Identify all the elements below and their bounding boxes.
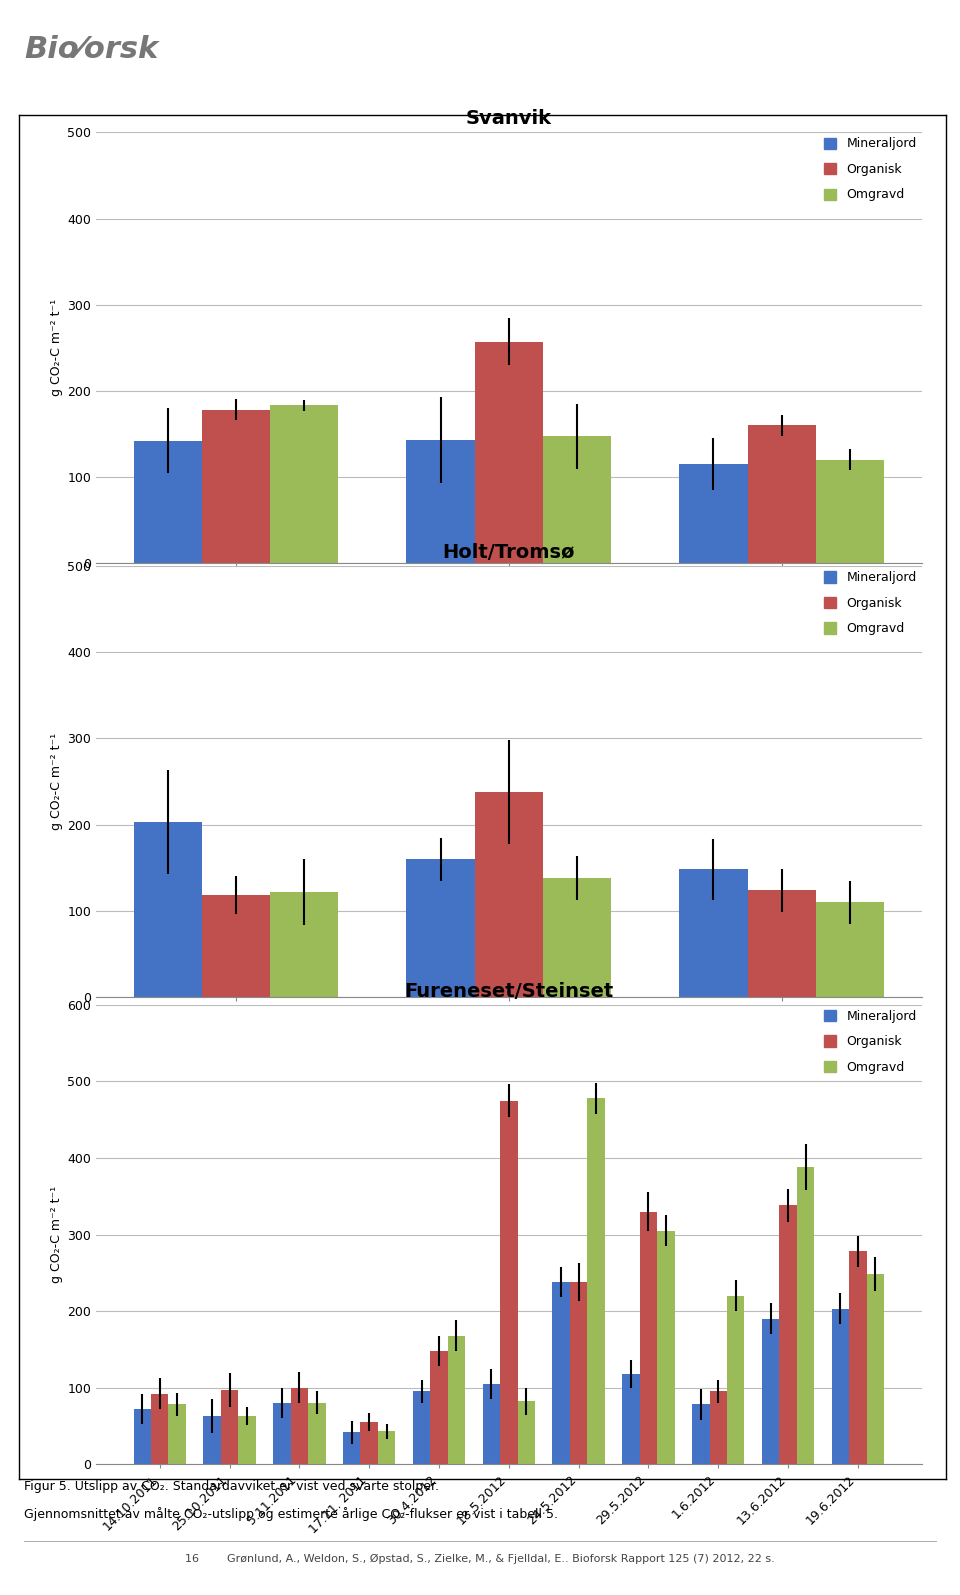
Legend: Mineraljord, Organisk, Omgravd: Mineraljord, Organisk, Omgravd (819, 132, 922, 206)
Bar (709, 1391, 727, 1464)
Bar (151, 1394, 168, 1464)
Legend: Mineraljord, Organisk, Omgravd: Mineraljord, Organisk, Omgravd (819, 566, 922, 640)
Bar (343, 1432, 360, 1464)
Bar (168, 1405, 186, 1464)
Bar (406, 860, 474, 997)
Title: Svanvik: Svanvik (466, 108, 552, 128)
Bar (133, 440, 202, 563)
Bar (639, 1212, 658, 1464)
Bar (204, 1416, 221, 1464)
Bar (360, 1423, 378, 1464)
Bar (748, 426, 816, 563)
Title: Fureneset/Steinset: Fureneset/Steinset (404, 981, 613, 1000)
Bar (221, 1389, 238, 1464)
Bar (588, 1099, 605, 1464)
Bar (867, 1274, 884, 1464)
Bar (430, 1351, 447, 1464)
Bar (762, 1319, 780, 1464)
Bar (474, 791, 543, 997)
Bar (270, 892, 338, 997)
Bar (780, 1206, 797, 1464)
Bar (133, 1408, 151, 1464)
Bar (692, 1405, 709, 1464)
Y-axis label: g CO₂-C m⁻² t⁻¹: g CO₂-C m⁻² t⁻¹ (50, 734, 63, 829)
Bar (748, 890, 816, 997)
Bar (474, 341, 543, 563)
Bar (447, 1335, 466, 1464)
Bar (202, 895, 270, 997)
Bar (133, 821, 202, 997)
Bar (658, 1231, 675, 1464)
Bar (500, 1101, 517, 1464)
Bar (413, 1391, 430, 1464)
Bar (570, 1282, 588, 1464)
Bar (831, 1309, 850, 1464)
Bar (406, 440, 474, 563)
Text: 16        Grønlund, A., Weldon, S., Øpstad, S., Zielke, M., & Fjelldal, E.. Biof: 16 Grønlund, A., Weldon, S., Øpstad, S.,… (185, 1554, 775, 1563)
Bar (622, 1373, 639, 1464)
Y-axis label: g CO₂-C m⁻² t⁻¹: g CO₂-C m⁻² t⁻¹ (50, 1187, 63, 1282)
Title: Holt/Tromsø: Holt/Tromsø (443, 542, 575, 561)
Legend: Mineraljord, Organisk, Omgravd: Mineraljord, Organisk, Omgravd (819, 1005, 922, 1078)
Bar (308, 1404, 325, 1464)
Bar (680, 869, 748, 997)
Bar (378, 1431, 396, 1464)
Bar (291, 1388, 308, 1464)
Text: Gjennomsnittet av målte CO₂-utslipp og estimerte årlige CO₂-flukser er vist i ta: Gjennomsnittet av målte CO₂-utslipp og e… (24, 1507, 558, 1522)
Bar (797, 1168, 814, 1464)
Bar (202, 410, 270, 563)
Bar (483, 1384, 500, 1464)
Bar (816, 903, 884, 997)
Bar (543, 437, 612, 563)
Text: Figur 5. Utslipp av CO₂. Standardavviket er vist ved svarte stolper.: Figur 5. Utslipp av CO₂. Standardavviket… (24, 1480, 439, 1493)
Bar (816, 459, 884, 563)
Bar (270, 405, 338, 563)
Bar (727, 1295, 744, 1464)
Bar (543, 877, 612, 997)
Bar (850, 1252, 867, 1464)
Bar (274, 1404, 291, 1464)
Bar (238, 1416, 255, 1464)
Text: Bio⁄orsk: Bio⁄orsk (24, 35, 158, 64)
Bar (552, 1282, 570, 1464)
Bar (680, 464, 748, 563)
Y-axis label: g CO₂-C m⁻² t⁻¹: g CO₂-C m⁻² t⁻¹ (50, 300, 63, 396)
Bar (517, 1402, 535, 1464)
